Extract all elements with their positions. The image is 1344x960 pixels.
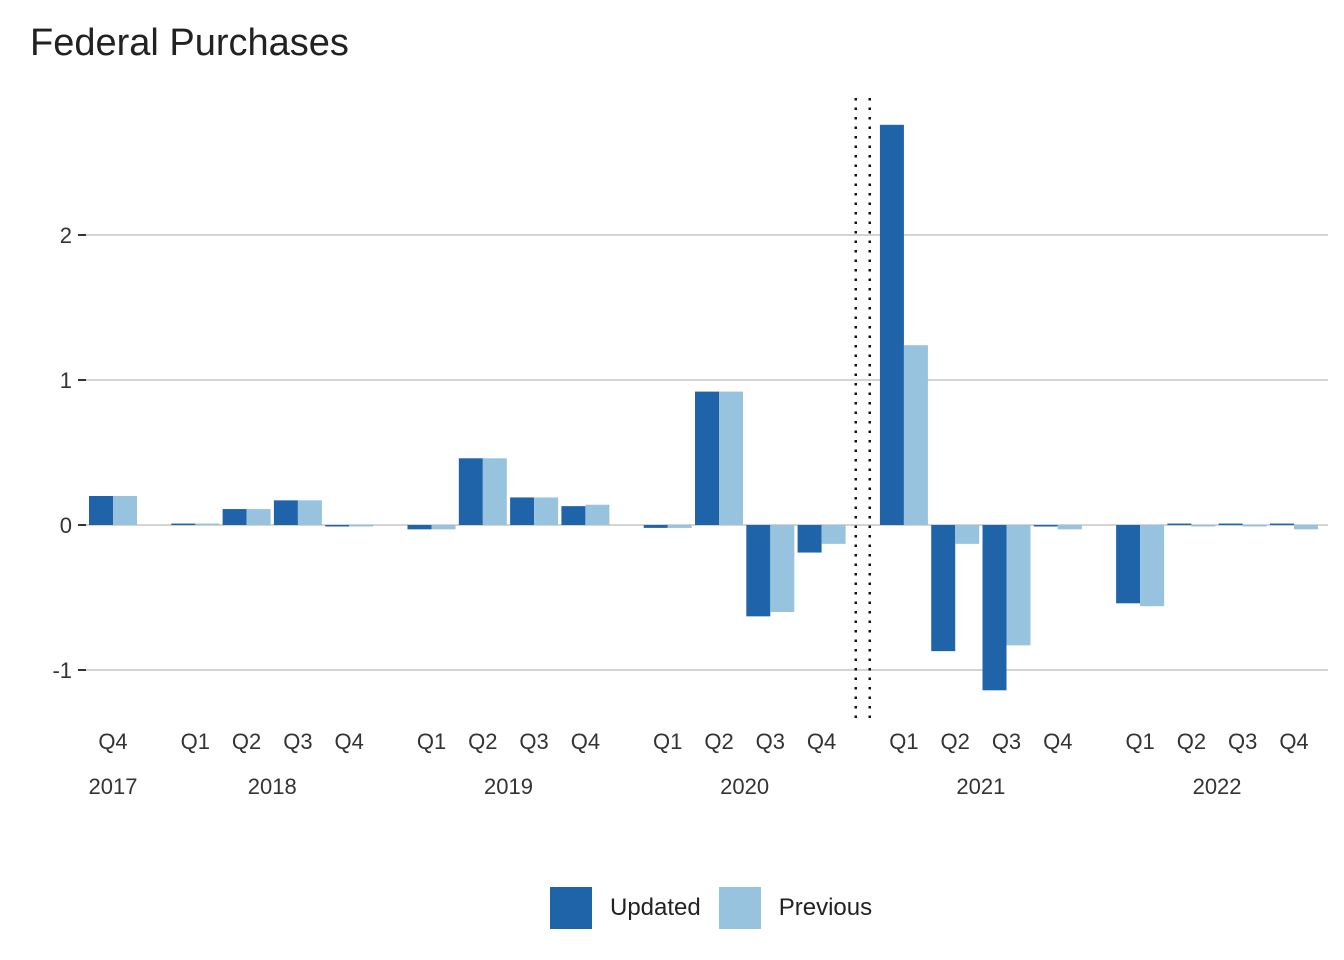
bar-updated xyxy=(797,525,822,553)
y-tick-label: 2 xyxy=(60,223,72,248)
bar-updated xyxy=(1270,523,1294,526)
legend-label-updated: Updated xyxy=(610,894,701,921)
year-label: 2019 xyxy=(484,774,533,799)
x-tick-label: Q3 xyxy=(1228,729,1257,754)
x-tick-label: Q4 xyxy=(335,729,364,754)
x-tick-label: Q4 xyxy=(571,729,600,754)
x-tick-label: Q1 xyxy=(889,729,918,754)
bar-previous xyxy=(431,525,456,530)
x-tick-label: Q2 xyxy=(704,729,733,754)
bar-previous xyxy=(903,345,928,525)
year-label: 2021 xyxy=(956,774,1005,799)
bar-previous xyxy=(1006,525,1031,646)
legend-swatch-updated xyxy=(550,887,592,929)
bar-updated xyxy=(561,506,586,525)
bar-previous xyxy=(113,496,137,525)
x-tick-label: Q3 xyxy=(519,729,548,754)
bar-previous xyxy=(1140,525,1165,607)
bar-previous xyxy=(719,391,744,525)
y-tick-label: 0 xyxy=(60,513,72,538)
bar-updated xyxy=(273,500,298,525)
legend: Updated Previous xyxy=(550,887,890,929)
bar-updated xyxy=(1218,523,1243,526)
legend-item-updated: Updated xyxy=(550,887,701,929)
x-tick-label: Q2 xyxy=(232,729,261,754)
x-tick-label: Q4 xyxy=(1043,729,1072,754)
bar-previous xyxy=(1294,525,1318,530)
bar-updated xyxy=(1167,523,1192,526)
bar-previous xyxy=(1191,525,1216,527)
y-tick-label: -1 xyxy=(52,658,72,683)
bar-updated xyxy=(1033,525,1058,527)
bar-previous xyxy=(1242,525,1267,527)
bar-previous xyxy=(482,458,507,525)
year-label: 2022 xyxy=(1193,774,1242,799)
bar-updated xyxy=(746,525,771,617)
bar-updated xyxy=(458,458,483,525)
bar-updated xyxy=(1116,525,1141,604)
bar-updated xyxy=(325,525,350,527)
x-tick-label: Q1 xyxy=(1125,729,1154,754)
bar-previous xyxy=(349,525,374,527)
x-tick-label: Q2 xyxy=(941,729,970,754)
bar-previous xyxy=(667,525,692,528)
bar-updated xyxy=(510,497,535,525)
bar-updated xyxy=(171,523,196,526)
bar-updated xyxy=(982,525,1007,691)
y-tick-label: 1 xyxy=(60,368,72,393)
x-tick-label: Q4 xyxy=(98,729,127,754)
bar-previous xyxy=(585,504,610,525)
x-tick-label: Q1 xyxy=(653,729,682,754)
bar-previous xyxy=(534,497,559,525)
bar-updated xyxy=(931,525,956,652)
legend-item-previous: Previous xyxy=(718,887,873,929)
x-tick-label: Q3 xyxy=(992,729,1021,754)
legend-swatch-previous xyxy=(718,887,761,929)
x-tick-label: Q4 xyxy=(1279,729,1308,754)
bar-updated xyxy=(89,496,113,525)
chart-title: Federal Purchases xyxy=(30,22,349,64)
bar-previous xyxy=(1057,525,1082,530)
x-tick-label: Q2 xyxy=(1177,729,1206,754)
bar-previous xyxy=(821,525,846,544)
x-tick-label: Q3 xyxy=(283,729,312,754)
year-label: 2020 xyxy=(720,774,769,799)
bar-updated xyxy=(407,525,432,530)
x-tick-label: Q4 xyxy=(807,729,836,754)
bar-previous xyxy=(195,523,220,526)
bar-updated xyxy=(695,391,720,525)
year-label: 2018 xyxy=(248,774,297,799)
x-tick-label: Q2 xyxy=(468,729,497,754)
bar-previous xyxy=(955,525,980,544)
x-tick-label: Q1 xyxy=(181,729,210,754)
bar-updated xyxy=(643,525,668,528)
bar-updated xyxy=(879,124,904,526)
x-tick-label: Q1 xyxy=(417,729,446,754)
bar-previous xyxy=(297,500,322,525)
bar-previous xyxy=(246,509,271,525)
bar-previous xyxy=(770,525,795,612)
legend-label-previous: Previous xyxy=(778,894,873,921)
x-tick-label: Q3 xyxy=(756,729,785,754)
year-label: 2017 xyxy=(89,774,138,799)
bar-updated xyxy=(222,509,247,525)
